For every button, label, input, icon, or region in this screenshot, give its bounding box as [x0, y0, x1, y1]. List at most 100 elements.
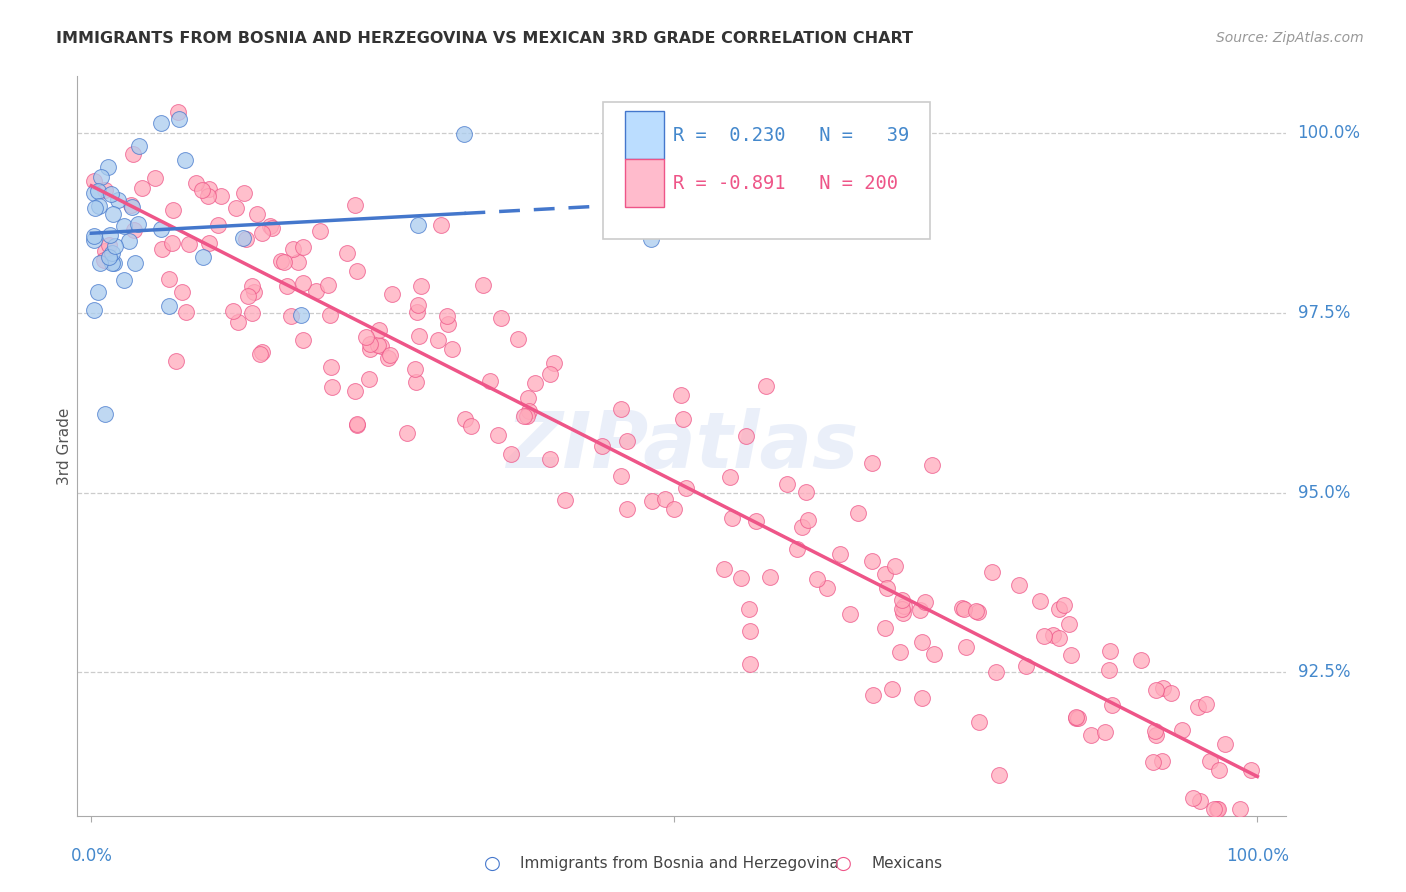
Point	[453, 127, 475, 141]
Point	[890, 593, 912, 607]
Point	[122, 147, 145, 161]
Point	[209, 189, 232, 203]
Point	[276, 279, 298, 293]
Point	[744, 514, 766, 528]
Point	[718, 470, 741, 484]
Text: ○: ○	[484, 854, 501, 873]
Point	[1208, 802, 1230, 816]
Point	[911, 690, 934, 705]
Point	[984, 665, 1007, 679]
Point	[839, 607, 862, 621]
Point	[1150, 754, 1173, 768]
Point	[98, 228, 121, 243]
Point	[1060, 648, 1083, 662]
Point	[405, 375, 427, 389]
Point	[207, 219, 229, 233]
Point	[378, 348, 401, 362]
Point	[291, 334, 314, 348]
Point	[967, 605, 990, 619]
Point	[891, 606, 914, 620]
Point	[97, 160, 120, 174]
Point	[610, 468, 633, 483]
Point	[1047, 631, 1070, 645]
Point	[319, 359, 342, 374]
Text: 100.0%: 100.0%	[1226, 847, 1289, 864]
Point	[404, 362, 426, 376]
Point	[305, 284, 328, 298]
Point	[186, 176, 208, 190]
Point	[513, 409, 536, 424]
Point	[516, 409, 538, 423]
Point	[354, 330, 377, 344]
Point	[875, 621, 897, 635]
Point	[226, 315, 249, 329]
Point	[1008, 578, 1031, 592]
Point	[316, 277, 339, 292]
Point	[1101, 698, 1123, 712]
Point	[1032, 629, 1054, 643]
Point	[1206, 802, 1229, 816]
Point	[775, 477, 797, 491]
Point	[118, 234, 141, 248]
Point	[1171, 723, 1194, 738]
Point	[346, 417, 368, 431]
Point	[173, 153, 195, 167]
Point	[101, 207, 124, 221]
Point	[426, 333, 449, 347]
Point	[1094, 725, 1116, 739]
Point	[922, 647, 945, 661]
Text: ○: ○	[835, 854, 852, 873]
Point	[953, 602, 976, 616]
Point	[1160, 686, 1182, 700]
Text: Immigrants from Bosnia and Herzegovina: Immigrants from Bosnia and Herzegovina	[520, 856, 839, 871]
Point	[90, 170, 112, 185]
Point	[270, 254, 292, 268]
Point	[150, 116, 173, 130]
Point	[114, 273, 136, 287]
Point	[460, 419, 482, 434]
Point	[100, 187, 122, 202]
Point	[93, 244, 115, 258]
Point	[952, 601, 974, 615]
Point	[640, 232, 662, 246]
Point	[672, 412, 695, 426]
Point	[246, 207, 269, 221]
Y-axis label: 3rd Grade: 3rd Grade	[56, 408, 72, 484]
Point	[876, 582, 898, 596]
Point	[524, 376, 547, 391]
Point	[232, 231, 254, 245]
Point	[124, 256, 146, 270]
Point	[1229, 802, 1251, 816]
Point	[103, 256, 125, 270]
Point	[1198, 754, 1220, 768]
Point	[1187, 700, 1209, 714]
Point	[1098, 663, 1121, 677]
Point	[862, 554, 884, 568]
Point	[343, 384, 366, 398]
Point	[862, 688, 884, 702]
Point	[499, 447, 522, 461]
Point	[730, 571, 752, 585]
Point	[406, 218, 429, 232]
Point	[165, 354, 187, 368]
Point	[406, 298, 429, 312]
Point	[786, 541, 808, 556]
Text: R = -0.891   N = 200: R = -0.891 N = 200	[673, 174, 898, 193]
Point	[222, 304, 245, 318]
Point	[197, 182, 219, 196]
Text: IMMIGRANTS FROM BOSNIA AND HERZEGOVINA VS MEXICAN 3RD GRADE CORRELATION CHART: IMMIGRANTS FROM BOSNIA AND HERZEGOVINA V…	[56, 31, 914, 46]
Point	[93, 253, 115, 268]
Point	[893, 599, 915, 613]
Point	[127, 218, 149, 232]
Point	[454, 411, 477, 425]
Point	[150, 221, 173, 235]
Point	[292, 277, 315, 291]
Point	[262, 221, 284, 235]
Point	[259, 219, 281, 233]
Point	[738, 601, 761, 615]
Point	[236, 289, 259, 303]
Point	[162, 235, 184, 250]
Point	[543, 356, 565, 370]
Point	[908, 603, 931, 617]
Point	[641, 494, 664, 508]
